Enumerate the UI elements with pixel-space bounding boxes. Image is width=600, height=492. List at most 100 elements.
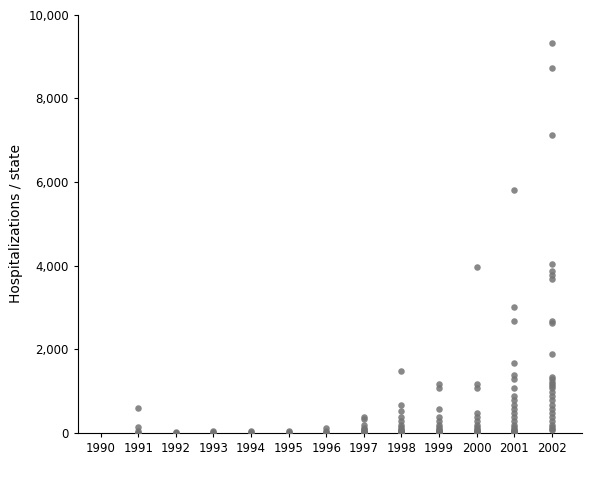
Point: [472, 413, 481, 421]
Point: [171, 429, 181, 436]
Point: [434, 429, 444, 436]
Point: [397, 429, 406, 436]
Point: [547, 39, 557, 47]
Point: [133, 429, 143, 437]
Point: [547, 275, 557, 283]
Point: [434, 426, 444, 434]
Point: [284, 428, 293, 436]
Point: [509, 397, 519, 404]
Point: [547, 426, 557, 434]
Point: [434, 428, 444, 436]
Point: [322, 427, 331, 434]
Point: [397, 423, 406, 431]
Point: [133, 423, 143, 430]
Point: [397, 428, 406, 435]
Point: [547, 64, 557, 72]
Point: [322, 425, 331, 432]
Point: [547, 382, 557, 390]
Point: [359, 429, 368, 436]
Point: [547, 417, 557, 425]
Point: [547, 423, 557, 431]
Point: [509, 428, 519, 435]
Point: [547, 271, 557, 279]
Point: [472, 417, 481, 425]
Point: [509, 422, 519, 430]
Point: [509, 429, 519, 436]
Point: [509, 392, 519, 400]
Point: [509, 400, 519, 408]
Point: [434, 429, 444, 436]
Point: [359, 426, 368, 434]
Point: [547, 388, 557, 396]
Point: [509, 429, 519, 436]
Point: [509, 359, 519, 367]
Point: [547, 377, 557, 385]
Point: [547, 317, 557, 325]
Point: [322, 429, 331, 436]
Point: [547, 413, 557, 421]
Point: [397, 427, 406, 435]
Point: [472, 409, 481, 417]
Point: [284, 427, 293, 434]
Point: [509, 303, 519, 310]
Point: [284, 429, 293, 436]
Point: [397, 407, 406, 415]
Point: [547, 380, 557, 388]
Point: [359, 415, 368, 423]
Point: [472, 429, 481, 436]
Point: [397, 367, 406, 375]
Point: [509, 375, 519, 383]
Point: [133, 427, 143, 435]
Point: [434, 380, 444, 388]
Point: [472, 429, 481, 436]
Point: [397, 426, 406, 434]
Point: [547, 392, 557, 400]
Point: [434, 429, 444, 437]
Point: [133, 429, 143, 436]
Point: [434, 384, 444, 392]
Point: [171, 429, 181, 437]
Point: [472, 426, 481, 434]
Point: [359, 424, 368, 431]
Point: [246, 428, 256, 436]
Point: [171, 428, 181, 435]
Point: [209, 429, 218, 437]
Point: [472, 422, 481, 430]
Point: [509, 409, 519, 417]
Point: [509, 417, 519, 425]
Point: [472, 380, 481, 388]
Point: [547, 400, 557, 408]
Point: [472, 428, 481, 435]
Point: [359, 427, 368, 435]
Point: [434, 423, 444, 431]
Point: [472, 384, 481, 392]
Point: [434, 425, 444, 433]
Point: [434, 413, 444, 421]
Point: [547, 260, 557, 268]
Point: [434, 417, 444, 425]
Point: [547, 267, 557, 275]
Point: [509, 429, 519, 437]
Y-axis label: Hospitalizations / state: Hospitalizations / state: [8, 144, 23, 304]
Point: [434, 427, 444, 435]
Point: [397, 429, 406, 437]
Point: [397, 422, 406, 430]
Point: [434, 405, 444, 413]
Point: [434, 422, 444, 430]
Point: [509, 413, 519, 421]
Point: [509, 428, 519, 436]
Point: [472, 429, 481, 436]
Point: [509, 426, 519, 434]
Point: [397, 429, 406, 436]
Point: [547, 131, 557, 139]
Point: [509, 384, 519, 392]
Point: [547, 422, 557, 430]
Point: [359, 429, 368, 436]
Point: [472, 423, 481, 431]
Point: [509, 423, 519, 431]
Point: [472, 263, 481, 271]
Point: [509, 429, 519, 436]
Point: [209, 428, 218, 435]
Point: [509, 371, 519, 379]
Point: [322, 428, 331, 436]
